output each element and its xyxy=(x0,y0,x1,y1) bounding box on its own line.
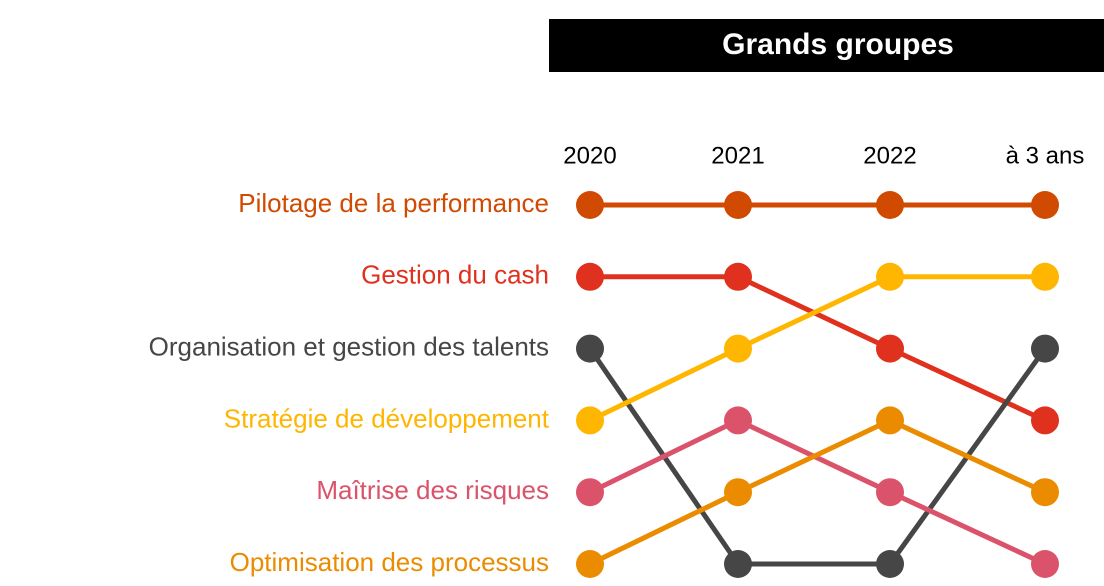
data-point xyxy=(1031,262,1059,291)
x-tick-label: à 3 ans xyxy=(1006,142,1085,169)
data-point xyxy=(1031,191,1059,219)
data-point xyxy=(724,334,752,363)
series-label: Optimisation des processus xyxy=(230,547,549,577)
data-point xyxy=(724,550,752,578)
series-label: Gestion du cash xyxy=(361,260,549,290)
data-point xyxy=(876,262,904,291)
data-point xyxy=(724,478,752,507)
series-label: Organisation et gestion des talents xyxy=(149,331,549,361)
data-point xyxy=(576,550,604,578)
data-point xyxy=(876,478,904,507)
data-point xyxy=(576,406,604,435)
data-point xyxy=(1031,550,1059,578)
x-tick-label: 2021 xyxy=(711,142,764,169)
data-point xyxy=(1031,334,1059,363)
chart-title: Grands groupes xyxy=(722,28,954,61)
series-line xyxy=(588,274,1045,423)
series-line xyxy=(590,274,1047,423)
series-label: Stratégie de développement xyxy=(224,403,550,433)
series-label: Pilotage de la performance xyxy=(238,188,549,218)
data-point xyxy=(724,262,752,291)
data-point xyxy=(876,191,904,219)
data-point xyxy=(1031,478,1059,507)
data-point xyxy=(576,478,604,507)
data-point xyxy=(1031,406,1059,435)
data-point xyxy=(724,191,752,219)
data-point xyxy=(876,406,904,435)
x-tick-label: 2022 xyxy=(863,142,916,169)
data-point xyxy=(576,334,604,363)
data-point xyxy=(876,550,904,578)
series-label: Maîtrise des risques xyxy=(316,475,549,505)
data-point xyxy=(576,191,604,219)
data-point xyxy=(724,406,752,435)
x-tick-label: 2020 xyxy=(563,142,616,169)
data-point xyxy=(876,334,904,363)
data-point xyxy=(576,262,604,291)
title-box xyxy=(549,19,1104,72)
series-line xyxy=(588,417,1047,567)
